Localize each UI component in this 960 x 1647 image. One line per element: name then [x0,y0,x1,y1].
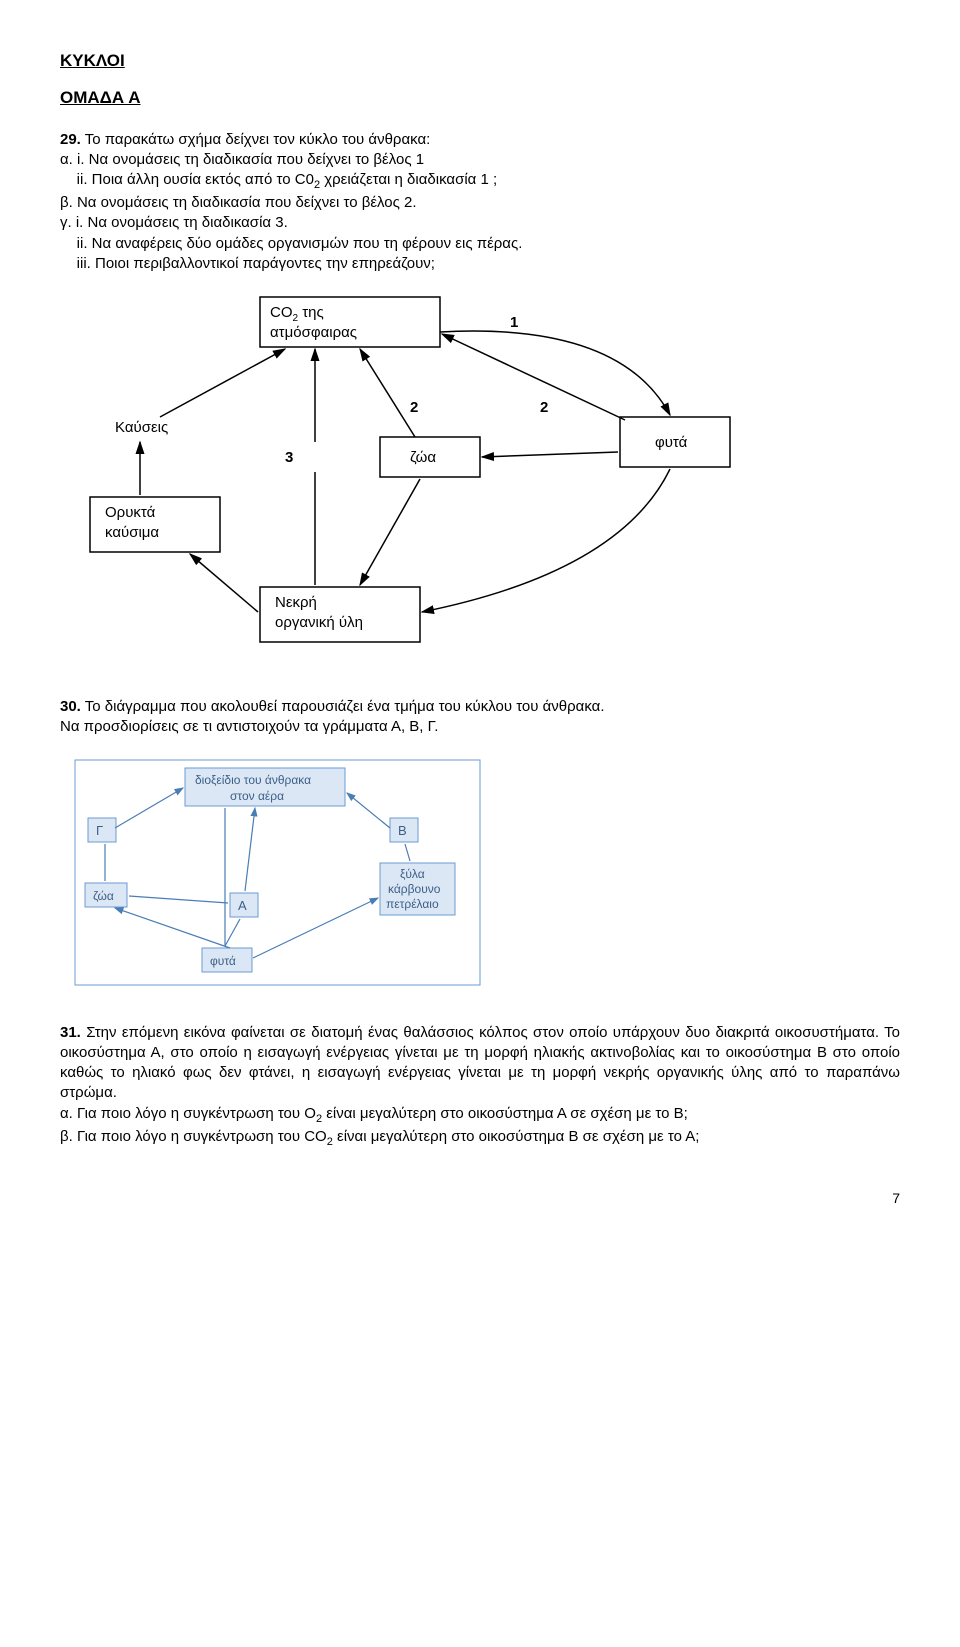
d1-nekri1: Νεκρή [275,594,317,611]
d1-co2-line2: ατμόσφαιρας [270,324,357,341]
q29-c-ii: ii. Να αναφέρεις δύο ομάδες οργανισμών π… [60,235,522,252]
q29-c-i: γ. i. Να ονομάσεις τη διαδικασία 3. [60,214,288,231]
d1-num2a: 2 [410,399,418,416]
d1-fyta: φυτά [655,434,688,451]
diagram-carbon-cycle: CO2 της ατμόσφαιρας 1 Καύσεις ζώα φυτά 2… [60,292,900,662]
d2-G: Γ [96,823,103,838]
d1-num3: 3 [285,449,293,466]
q31-b-pre: β. Για ποιο λόγο η συγκέντρωση του CO [60,1128,327,1145]
q31-a-pre: α. Για ποιο λόγο η συγκέντρωση του Ο [60,1105,316,1122]
d1-num1: 1 [510,314,518,331]
q31-b-post: είναι μεγαλύτερη στο οικοσύστημα Β σε σχ… [333,1128,700,1145]
q29-stem: Το παρακάτω σχήμα δείχνει τον κύκλο του … [85,131,431,148]
q31-number: 31. [60,1024,81,1041]
question-29: 29. Το παρακάτω σχήμα δείχνει τον κύκλο … [60,130,900,274]
diagram-carbon-letters: διοξείδιο του άνθρακα στον αέρα Γ Β ζώα … [60,748,490,993]
q29-c-iii: iii. Ποιοι περιβαλλοντικοί παράγοντες τη… [60,255,435,272]
q29-a-i: α. i. Να ονομάσεις τη διαδικασία που δεί… [60,151,424,168]
q30-stem: Το διάγραμμα που ακολουθεί παρουσιάζει έ… [85,698,605,715]
q31-a-post: είναι μεγαλύτερη στο οικοσύστημα Α σε σχ… [322,1105,688,1122]
q29-number: 29. [60,131,81,148]
q29-a-ii-pre: ii. Ποια άλλη ουσία εκτός από το C0 [60,171,314,188]
d1-co2-a: CO [270,304,293,321]
question-30: 30. Το διάγραμμα που ακολουθεί παρουσιάζ… [60,697,900,738]
page-number: 7 [60,1189,900,1208]
d2-zoa: ζώα [93,889,114,903]
d2-top2: στον αέρα [230,789,284,803]
question-31: 31. Στην επόμενη εικόνα φαίνεται σε διατ… [60,1023,900,1150]
q29-b: β. Να ονομάσεις τη διαδικασία που δείχνε… [60,194,417,211]
q29-a-ii-post: χρειάζεται η διαδικασία 1 ; [320,171,497,188]
page-title: ΚΥΚΛΟΙ [60,50,900,73]
q30-line2: Να προσδιορίσεις σε τι αντιστοιχούν τα γ… [60,718,438,735]
d1-orykta1: Ορυκτά [105,504,156,521]
d2-B: Β [398,823,407,838]
d2-A: Α [238,898,247,913]
d1-co2-b: της [298,304,324,321]
d1-orykta2: καύσιμα [105,524,159,541]
d2-top1: διοξείδιο του άνθρακα [195,773,311,787]
d2-fyta: φυτά [210,954,236,968]
d1-num2b: 2 [540,399,548,416]
d1-nekri2: οργανική ύλη [275,614,363,631]
d1-zoa: ζώα [410,449,436,466]
d2-xyla2: κάρβουνο [388,882,441,896]
group-title: ΟΜΑΔΑ Α [60,87,900,110]
d2-xyla3: πετρέλαιο [386,897,439,911]
svg-text:CO2 της: CO2 της [270,304,324,324]
q30-number: 30. [60,698,81,715]
d1-kausis: Καύσεις [115,419,168,436]
d2-xyla1: ξύλα [400,867,425,881]
q31-para: Στην επόμενη εικόνα φαίνεται σε διατομή … [60,1024,900,1102]
